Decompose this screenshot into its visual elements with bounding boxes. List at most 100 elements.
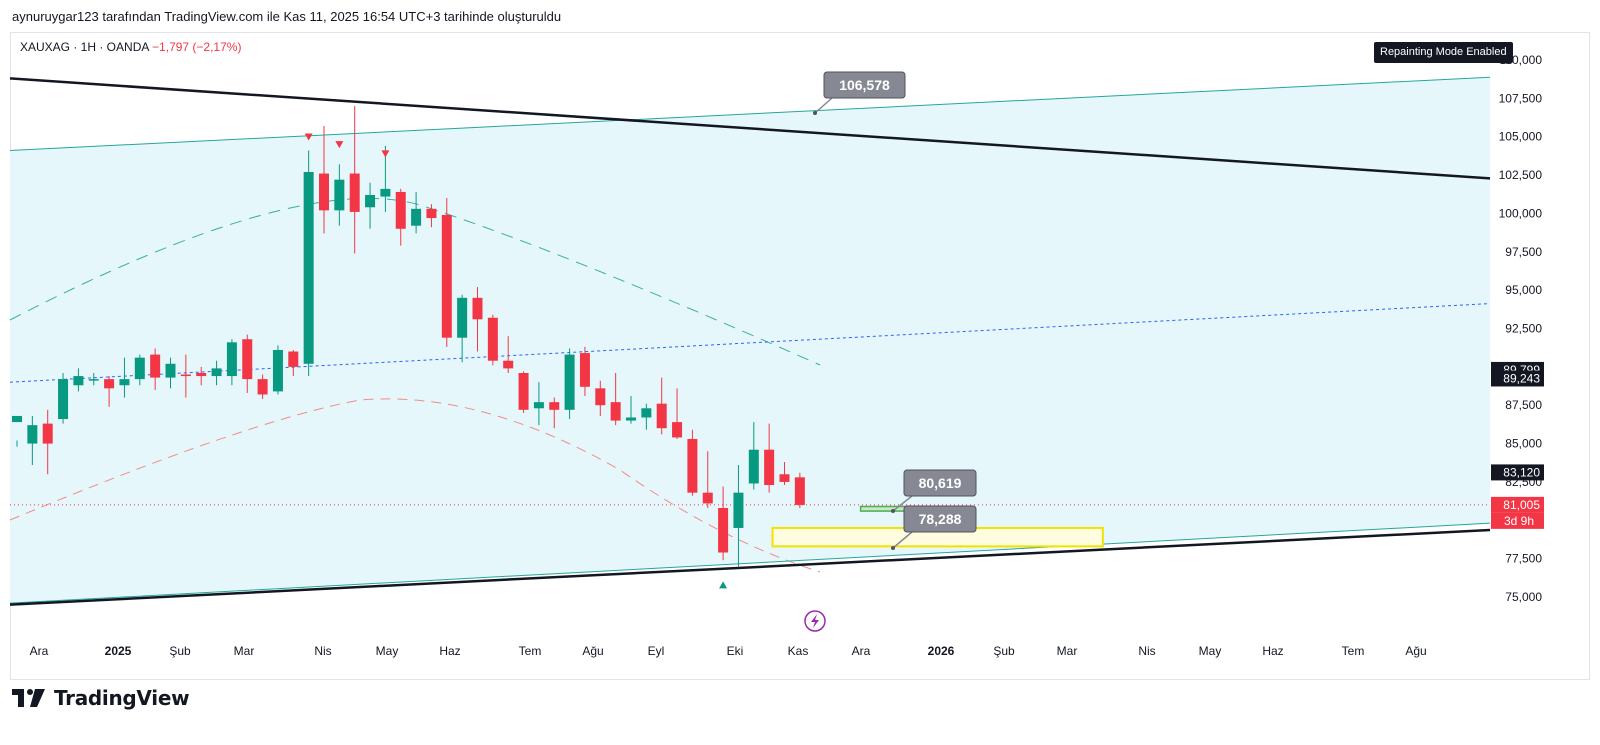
candle-down[interactable] — [196, 372, 207, 377]
channel-fill — [10, 77, 1490, 604]
price-tag[interactable] — [1491, 496, 1544, 513]
candle-down[interactable] — [549, 402, 560, 410]
candle-down[interactable] — [702, 492, 713, 504]
candle-down[interactable] — [441, 214, 452, 338]
candle-down[interactable] — [42, 423, 53, 444]
candle-down[interactable] — [672, 422, 683, 438]
callout-pointer — [892, 495, 913, 512]
candle-up[interactable] — [641, 408, 652, 418]
candle-down[interactable] — [395, 191, 406, 229]
candle-down[interactable] — [288, 351, 299, 367]
channel-lower-line[interactable] — [10, 511, 1600, 604]
candle-down[interactable] — [426, 208, 437, 219]
x-tick-label: Tem — [1342, 644, 1365, 658]
brand-wordmark: TradingView — [54, 686, 190, 710]
candle-up[interactable] — [73, 376, 84, 386]
price-tag[interactable] — [1491, 370, 1544, 387]
candle-up[interactable] — [626, 417, 636, 421]
candle-down[interactable] — [104, 379, 115, 389]
symbol-legend[interactable]: XAUXAG · 1H · OANDA −1,797 (−2,17%) — [20, 40, 241, 54]
x-tick-label: Nis — [314, 644, 331, 658]
candle-down[interactable] — [595, 388, 606, 406]
lower-curve-band — [9, 398, 821, 573]
candle-down[interactable] — [319, 173, 329, 211]
y-tick-label: 107,500 — [1499, 91, 1543, 105]
candle-down[interactable] — [718, 508, 729, 553]
x-tick-label: Mar — [234, 644, 255, 658]
candle-down[interactable] — [150, 354, 161, 378]
price-callout[interactable] — [823, 71, 906, 99]
countdown-tag — [1491, 512, 1544, 529]
candle-up[interactable] — [119, 379, 130, 386]
candle-up[interactable] — [564, 354, 575, 410]
candle-up[interactable] — [165, 363, 176, 378]
price-tag-label: 81,005 — [1503, 498, 1540, 512]
tradingview-logo[interactable]: TradingView — [12, 686, 190, 710]
candle-down[interactable] — [687, 438, 698, 493]
down-triangle-marker-icon — [304, 133, 313, 141]
x-tick-label: Şub — [993, 644, 1015, 658]
x-tick-label: May — [376, 644, 399, 658]
candle-up[interactable] — [58, 379, 69, 420]
candle-down[interactable] — [349, 173, 360, 212]
x-tick-label: Ara — [30, 644, 49, 658]
x-tick-label: Ara — [852, 644, 871, 658]
x-tick-label: Eyl — [648, 644, 665, 658]
y-tick-label: 77,500 — [1505, 552, 1542, 566]
candle-down[interactable] — [764, 449, 775, 485]
candle-down[interactable] — [487, 317, 498, 361]
x-tick-label: 2025 — [105, 644, 132, 658]
candle-down[interactable] — [579, 353, 590, 387]
candle-up[interactable] — [88, 379, 99, 381]
candle-up[interactable] — [411, 208, 422, 226]
symbol-label: XAUXAG · 1H · OANDA — [20, 40, 149, 54]
candle-down[interactable] — [779, 474, 790, 482]
trendline-upper[interactable] — [10, 77, 1600, 193]
candle-up[interactable] — [365, 195, 376, 208]
x-tick-label: 2026 — [928, 644, 955, 658]
candle-down[interactable] — [257, 379, 268, 395]
candle-down[interactable] — [242, 339, 253, 380]
trendline-lower[interactable] — [10, 519, 1600, 606]
price-tag[interactable] — [1491, 464, 1544, 481]
candle-down[interactable] — [656, 403, 667, 429]
callout-anchor — [891, 509, 895, 513]
candle-up[interactable] — [334, 179, 345, 211]
candle-down[interactable] — [794, 477, 805, 505]
channel-upper-line[interactable] — [10, 66, 1600, 152]
candle-up[interactable] — [272, 349, 283, 392]
callout-pointer — [814, 97, 833, 114]
y-tick-label: 92,500 — [1505, 322, 1542, 336]
x-tick-label: Ağu — [1405, 644, 1426, 658]
y-tick-label: 97,500 — [1505, 245, 1542, 259]
candle-down[interactable] — [503, 360, 514, 369]
price-callout[interactable] — [903, 505, 977, 533]
candle-down[interactable] — [180, 374, 191, 377]
price-callout[interactable] — [903, 469, 977, 497]
price-tag-label: 89,243 — [1503, 371, 1540, 385]
candle-up[interactable] — [380, 188, 391, 197]
callout-anchor — [891, 546, 895, 550]
callout-anchor — [813, 111, 817, 115]
candle-up[interactable] — [12, 415, 22, 423]
candle-up[interactable] — [226, 342, 237, 377]
candle-up[interactable] — [134, 357, 145, 380]
y-tick-label: 102,500 — [1499, 168, 1543, 182]
x-tick-label: Eki — [727, 644, 744, 658]
channel-midline[interactable] — [10, 292, 1600, 383]
candle-down[interactable] — [472, 297, 483, 320]
candle-up[interactable] — [303, 172, 314, 364]
candle-up[interactable] — [533, 402, 544, 409]
x-tick-label: Haz — [1262, 644, 1283, 658]
price-callout-label: 80,619 — [919, 475, 962, 491]
candle-down[interactable] — [518, 372, 529, 410]
x-tick-label: Şub — [169, 644, 191, 658]
candle-up[interactable] — [748, 449, 759, 484]
upper-curve-band — [9, 197, 821, 366]
candle-up[interactable] — [27, 425, 38, 444]
candle-down[interactable] — [610, 402, 621, 421]
candle-up[interactable] — [733, 492, 744, 528]
candle-up[interactable] — [211, 368, 222, 377]
candle-up[interactable] — [457, 297, 468, 338]
